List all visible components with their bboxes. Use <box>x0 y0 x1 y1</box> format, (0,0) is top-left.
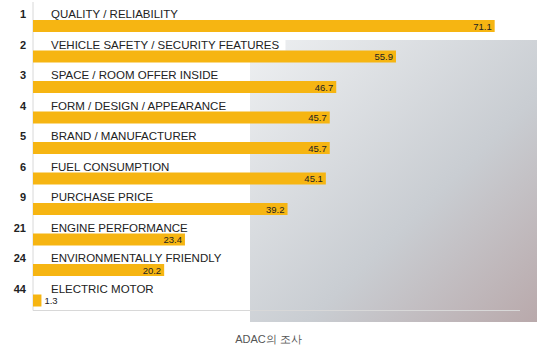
bar <box>33 51 396 63</box>
rank-label: 6 <box>20 161 26 173</box>
value-label: 45.7 <box>308 112 327 123</box>
label-backing <box>35 7 184 20</box>
bar <box>33 112 330 124</box>
label-backing <box>35 129 203 142</box>
rank-label: 4 <box>20 100 27 112</box>
label-backing <box>35 190 160 203</box>
category-label: FORM / DESIGN / APPEARANCE <box>51 100 226 112</box>
bar <box>33 264 164 276</box>
bar <box>33 81 336 93</box>
value-label: 55.9 <box>374 51 393 62</box>
value-label: 45.1 <box>304 173 323 184</box>
bar <box>33 295 41 307</box>
label-backing <box>35 99 232 112</box>
category-label: FUEL CONSUMPTION <box>51 161 169 173</box>
value-label: 20.2 <box>143 265 162 276</box>
rank-label: 24 <box>14 252 27 264</box>
rank-label: 44 <box>14 283 27 295</box>
chart: 1 QUALITY / RELIABILITY 2 VEHICLE SAFETY / … <box>0 0 537 361</box>
bar <box>33 203 288 215</box>
value-labels: 71.1 55.9 46.7 45.7 45.7 45.1 39.2 23.4 20.2 1.3 <box>44 21 491 307</box>
bar <box>33 234 185 246</box>
value-label: 1.3 <box>44 295 57 306</box>
label-backing <box>35 160 175 173</box>
label-backing <box>35 251 228 264</box>
value-label: 45.7 <box>308 143 327 154</box>
bar <box>33 20 495 32</box>
category-label: ENVIRONMENTALLY FRIENDLY <box>51 252 222 264</box>
caption: ADAC의 조사 <box>235 333 302 345</box>
bar <box>33 173 326 185</box>
value-label: 46.7 <box>315 82 334 93</box>
rank-label: 2 <box>20 39 26 51</box>
rank-label: 21 <box>14 222 26 234</box>
category-label: QUALITY / RELIABILITY <box>51 8 178 20</box>
category-label: ENGINE PERFORMANCE <box>51 222 188 234</box>
rank-label: 9 <box>20 191 26 203</box>
bar <box>33 142 330 154</box>
value-label: 71.1 <box>473 21 492 32</box>
label-backing <box>35 68 225 81</box>
category-label: ELECTRIC MOTOR <box>51 283 154 295</box>
category-label: VEHICLE SAFETY / SECURITY FEATURES <box>51 39 279 51</box>
rank-label: 5 <box>20 130 26 142</box>
value-label: 39.2 <box>266 204 285 215</box>
label-backing <box>35 38 285 51</box>
label-backing <box>35 221 194 234</box>
value-label: 23.4 <box>163 234 182 245</box>
rank-label: 1 <box>20 8 26 20</box>
label-backing <box>35 282 160 295</box>
bars <box>33 20 495 307</box>
category-label: PURCHASE PRICE <box>51 191 154 203</box>
axis-baseline <box>33 310 520 311</box>
category-label: BRAND / MANUFACTURER <box>51 130 197 142</box>
category-label: SPACE / ROOM OFFER INSIDE <box>51 69 219 81</box>
rank-label: 3 <box>20 69 26 81</box>
